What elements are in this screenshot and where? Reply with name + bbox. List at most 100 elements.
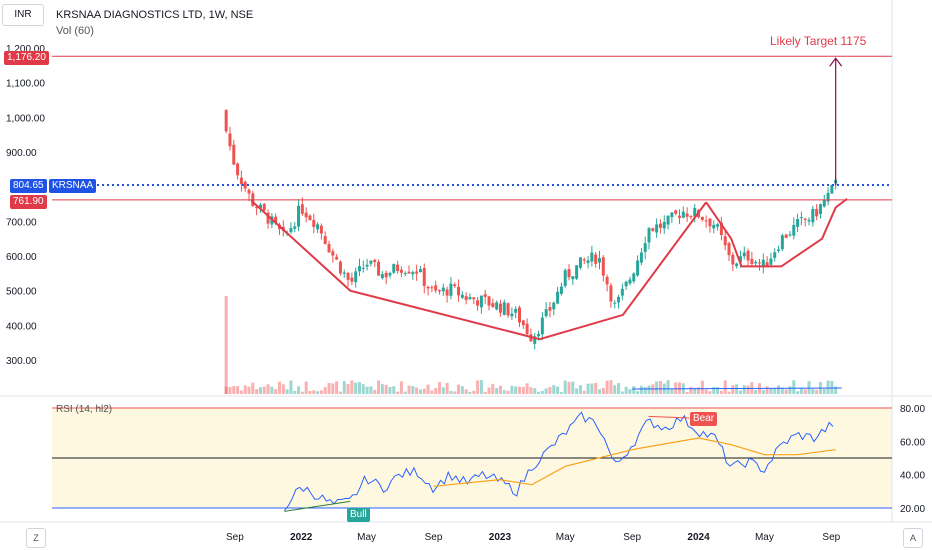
price-tick-label: 900.00: [6, 148, 37, 159]
candle-body: [586, 260, 590, 263]
candle-body: [517, 307, 521, 323]
candle-body: [335, 256, 339, 260]
volume-bar: [308, 391, 312, 394]
volume-bar: [354, 382, 358, 394]
candle-body: [738, 256, 742, 263]
volume-bar: [479, 380, 483, 394]
volume-bar: [266, 384, 270, 394]
volume-bar: [834, 386, 838, 394]
zoom-button[interactable]: Z: [26, 528, 46, 548]
candle-body: [578, 257, 582, 268]
candle-body: [304, 212, 308, 218]
candle-body: [735, 263, 739, 267]
candle-body: [658, 223, 662, 228]
volume-bar: [609, 380, 613, 394]
candle-body: [274, 216, 278, 223]
volume-bar: [742, 385, 746, 394]
volume-bar: [712, 386, 716, 394]
candle-body: [403, 272, 407, 274]
volume-bar: [464, 389, 468, 394]
candle-body: [422, 267, 426, 286]
candle-body: [563, 270, 567, 286]
candle-body: [590, 252, 594, 262]
volume-bar: [761, 389, 765, 394]
volume-bar: [407, 385, 411, 394]
volume-bar: [342, 381, 346, 394]
volume-bar: [643, 387, 647, 394]
volume-bar: [597, 389, 601, 394]
volume-bar: [556, 386, 560, 394]
volume-bar: [521, 386, 525, 394]
rsi-ma-line: [433, 437, 836, 487]
candle-body: [807, 219, 811, 222]
candle-body: [754, 261, 758, 264]
volume-spike: [224, 296, 228, 394]
volume-bar: [586, 383, 590, 394]
candle-body: [777, 249, 781, 251]
volume-bar: [285, 389, 289, 394]
volume-bar: [239, 390, 243, 394]
volume-bar: [533, 388, 537, 394]
candle-body: [239, 177, 243, 185]
volume-bar: [316, 391, 320, 394]
target-arrow-head: [829, 57, 843, 67]
candle-body: [575, 265, 579, 279]
candle-body: [502, 302, 506, 315]
volume-bar: [517, 386, 521, 394]
volume-bar: [350, 380, 354, 394]
volume-bar: [655, 381, 659, 394]
candle-body: [441, 287, 445, 292]
candle-body: [567, 269, 571, 278]
volume-bar: [487, 387, 491, 394]
volume-bar: [437, 382, 441, 394]
volume-bar: [773, 388, 777, 394]
time-tick-label: May: [556, 532, 575, 543]
candle-body: [434, 285, 438, 291]
axes: 300.00 400.00 500.00 600.00 700.00 900.00 1,00…: [6, 44, 925, 543]
volume-bar: [457, 384, 461, 394]
candle-body: [449, 283, 453, 296]
candle-body: [784, 234, 788, 238]
volume-bar: [483, 391, 487, 394]
volume-bar: [251, 382, 255, 394]
volume-bar: [369, 386, 373, 394]
volume-bar: [495, 388, 499, 394]
volume-bar: [399, 381, 403, 394]
volume-bar: [796, 391, 800, 394]
price-tick-label: 700.00: [6, 217, 37, 228]
cup-pattern-line: [250, 199, 707, 341]
resistance-price-label: 761.90: [10, 195, 47, 209]
volume-bar: [277, 381, 281, 394]
volume-bar: [388, 386, 392, 394]
volume-bar: [746, 385, 750, 394]
candle-body: [316, 224, 320, 230]
volume-bar: [274, 389, 278, 394]
candle-body: [247, 189, 251, 194]
candle-body: [369, 260, 373, 264]
candle-body: [312, 219, 316, 227]
candle-body: [510, 313, 514, 317]
candle-body: [232, 144, 236, 165]
volume-bar: [529, 387, 533, 394]
candle-body: [609, 285, 613, 302]
candle-body: [331, 251, 335, 256]
volume-bar: [620, 391, 624, 394]
time-tick-label: Sep: [226, 532, 244, 543]
auto-scale-button[interactable]: A: [903, 528, 923, 548]
volume-bar: [754, 389, 758, 394]
target-price-label: 1,176.20: [4, 51, 49, 65]
candle-body: [674, 210, 678, 214]
candle-body: [788, 234, 792, 236]
volume-bar: [502, 390, 506, 394]
currency-badge[interactable]: INR: [2, 4, 44, 26]
candle-body: [830, 185, 834, 194]
candle-body: [643, 243, 647, 252]
volume-bar: [605, 380, 609, 394]
candle-body: [327, 244, 331, 253]
volume-bar: [788, 386, 792, 394]
candle-body: [712, 224, 716, 229]
candle-body: [457, 286, 461, 296]
candle-body: [799, 217, 803, 219]
volume-bar: [331, 383, 335, 394]
candle-body: [338, 261, 342, 274]
